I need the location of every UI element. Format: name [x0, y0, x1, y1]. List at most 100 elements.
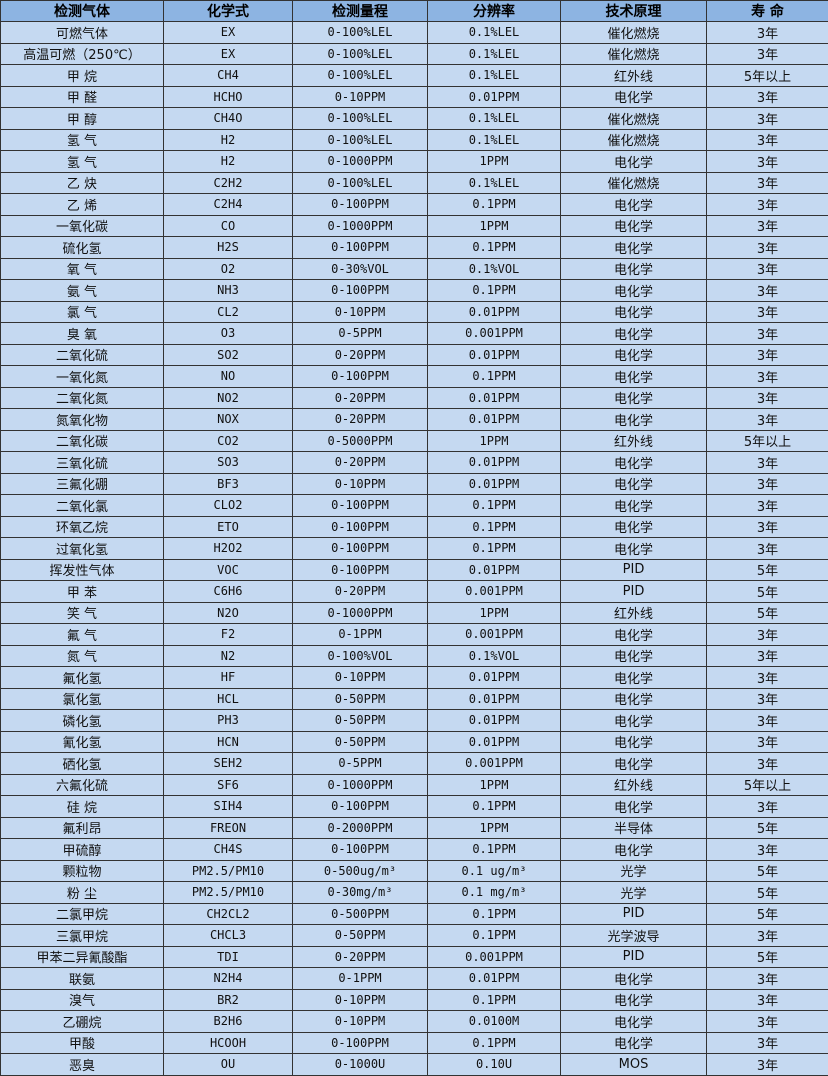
cell-lifespan: 5年以上 — [707, 65, 828, 87]
cell-lifespan: 3年 — [707, 925, 828, 947]
cell-gas: 乙硼烷 — [1, 1011, 164, 1033]
cell-formula: CL2 — [164, 301, 293, 323]
cell-lifespan: 3年 — [707, 108, 828, 130]
cell-formula: O2 — [164, 258, 293, 280]
cell-lifespan: 3年 — [707, 43, 828, 65]
cell-lifespan: 3年 — [707, 989, 828, 1011]
cell-formula: OU — [164, 1054, 293, 1076]
cell-principle: 电化学 — [561, 215, 707, 237]
cell-resolution: 0.1PPM — [428, 237, 561, 259]
cell-resolution: 0.1PPM — [428, 516, 561, 538]
cell-resolution: 0.1PPM — [428, 796, 561, 818]
cell-lifespan: 5年 — [707, 581, 828, 603]
cell-lifespan: 3年 — [707, 710, 828, 732]
cell-gas: 氟 气 — [1, 624, 164, 646]
cell-principle: 电化学 — [561, 989, 707, 1011]
cell-range: 0-20PPM — [293, 387, 428, 409]
cell-resolution: 0.01PPM — [428, 301, 561, 323]
cell-resolution: 0.1%VOL — [428, 258, 561, 280]
cell-resolution: 0.001PPM — [428, 323, 561, 345]
cell-gas: 臭 氧 — [1, 323, 164, 345]
cell-range: 0-1000PPM — [293, 215, 428, 237]
cell-principle: 电化学 — [561, 968, 707, 990]
cell-principle: 电化学 — [561, 452, 707, 474]
cell-principle: 光学波导 — [561, 925, 707, 947]
cell-range: 0-100PPM — [293, 237, 428, 259]
cell-formula: N2 — [164, 645, 293, 667]
cell-resolution: 1PPM — [428, 430, 561, 452]
cell-principle: 电化学 — [561, 645, 707, 667]
cell-principle: MOS — [561, 1054, 707, 1076]
cell-range: 0-100PPM — [293, 516, 428, 538]
cell-resolution: 0.1PPM — [428, 839, 561, 861]
cell-range: 0-1000U — [293, 1054, 428, 1076]
cell-resolution: 0.01PPM — [428, 473, 561, 495]
cell-resolution: 0.01PPM — [428, 667, 561, 689]
cell-principle: PID — [561, 559, 707, 581]
cell-gas: 高温可燃（250℃） — [1, 43, 164, 65]
cell-formula: CO — [164, 215, 293, 237]
cell-gas: 二氧化氯 — [1, 495, 164, 517]
cell-range: 0-100PPM — [293, 559, 428, 581]
cell-formula: ETO — [164, 516, 293, 538]
cell-principle: 电化学 — [561, 344, 707, 366]
cell-range: 0-5000PPM — [293, 430, 428, 452]
cell-gas: 氮氧化物 — [1, 409, 164, 431]
cell-formula: HCN — [164, 731, 293, 753]
cell-range: 0-500PPM — [293, 903, 428, 925]
cell-principle: 电化学 — [561, 237, 707, 259]
cell-range: 0-20PPM — [293, 452, 428, 474]
cell-gas: 可燃气体 — [1, 22, 164, 44]
cell-resolution: 0.1%LEL — [428, 108, 561, 130]
cell-principle: 电化学 — [561, 409, 707, 431]
cell-range: 0-50PPM — [293, 925, 428, 947]
cell-formula: CO2 — [164, 430, 293, 452]
cell-range: 0-10PPM — [293, 86, 428, 108]
cell-resolution: 0.1%LEL — [428, 22, 561, 44]
cell-formula: C2H4 — [164, 194, 293, 216]
cell-resolution: 1PPM — [428, 774, 561, 796]
cell-formula: O3 — [164, 323, 293, 345]
cell-lifespan: 3年 — [707, 538, 828, 560]
cell-gas: 氟利昂 — [1, 817, 164, 839]
cell-resolution: 0.001PPM — [428, 624, 561, 646]
cell-gas: 氢 气 — [1, 129, 164, 151]
cell-lifespan: 3年 — [707, 839, 828, 861]
cell-formula: PM2.5/PM10 — [164, 860, 293, 882]
cell-range: 0-10PPM — [293, 989, 428, 1011]
cell-lifespan: 3年 — [707, 753, 828, 775]
cell-formula: NH3 — [164, 280, 293, 302]
cell-lifespan: 3年 — [707, 473, 828, 495]
header-lifespan: 寿 命 — [707, 1, 828, 22]
cell-lifespan: 3年 — [707, 172, 828, 194]
cell-lifespan: 3年 — [707, 968, 828, 990]
cell-gas: 硫化氢 — [1, 237, 164, 259]
cell-resolution: 0.01PPM — [428, 409, 561, 431]
cell-range: 0-5PPM — [293, 753, 428, 775]
cell-formula: BR2 — [164, 989, 293, 1011]
header-row: 检测气体 化学式 检测量程 分辨率 技术原理 寿 命 — [1, 1, 828, 22]
cell-range: 0-20PPM — [293, 409, 428, 431]
cell-principle: 电化学 — [561, 258, 707, 280]
cell-resolution: 0.01PPM — [428, 387, 561, 409]
cell-formula: C2H2 — [164, 172, 293, 194]
cell-resolution: 0.10U — [428, 1054, 561, 1076]
cell-gas: 三氧化硫 — [1, 452, 164, 474]
cell-range: 0-100PPM — [293, 495, 428, 517]
cell-range: 0-100PPM — [293, 538, 428, 560]
